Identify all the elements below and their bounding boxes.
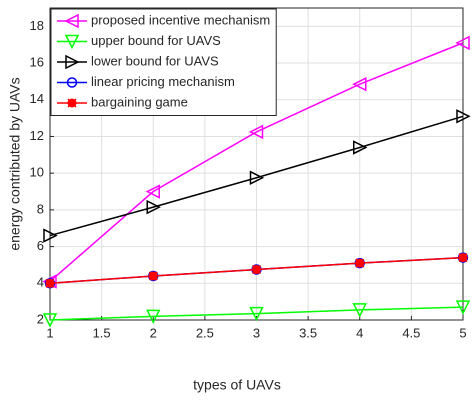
marker-cross xyxy=(355,258,365,268)
y-tick-label: 16 xyxy=(30,54,44,69)
x-tick-label: 3.5 xyxy=(299,325,317,340)
marker xyxy=(146,309,161,325)
marker-cross xyxy=(251,264,262,275)
marker xyxy=(456,109,471,124)
marker-cross xyxy=(148,271,158,281)
legend-label: linear pricing mechanism xyxy=(91,74,235,89)
series-line xyxy=(49,42,464,283)
marker xyxy=(249,170,265,185)
marker xyxy=(352,76,367,92)
marker xyxy=(355,258,365,268)
y-tick-label: 6 xyxy=(37,238,44,253)
x-tick-label: 3 xyxy=(253,325,260,340)
x-tick-label: 2 xyxy=(150,325,157,340)
legend-box xyxy=(50,8,277,116)
marker xyxy=(66,77,78,88)
y-axis-label: energy contributed by UAVs xyxy=(7,77,23,250)
marker xyxy=(67,98,77,108)
marker xyxy=(42,313,58,328)
legend: proposed incentive mechanism upper bound … xyxy=(50,8,277,116)
x-tick-label: 1.5 xyxy=(93,325,111,340)
y-tick-label: 2 xyxy=(37,311,44,326)
y-tick-label: 8 xyxy=(37,201,44,216)
marker xyxy=(353,140,368,155)
marker xyxy=(352,303,367,318)
x-tick-label: 5 xyxy=(459,325,466,340)
y-tick-label: 12 xyxy=(30,128,44,143)
legend-label: bargaining game xyxy=(91,94,188,109)
y-tick-label: 4 xyxy=(37,275,44,290)
marker xyxy=(455,35,470,51)
x-axis-label: types of UAVs xyxy=(193,377,281,393)
marker xyxy=(248,124,264,140)
x-tick-label: 2.5 xyxy=(196,325,214,340)
legend-label: proposed incentive mechanism xyxy=(91,12,270,27)
legend-label: lower bound for UAVS xyxy=(91,53,219,68)
marker-cross xyxy=(45,278,55,288)
marker-cross xyxy=(67,98,77,108)
y-tick-label: 18 xyxy=(30,18,44,33)
marker xyxy=(251,264,262,275)
series-line xyxy=(49,306,464,321)
marker xyxy=(458,253,468,263)
legend-label: upper bound for UAVS xyxy=(91,33,221,48)
y-tick-label: 14 xyxy=(30,91,44,106)
marker-cross xyxy=(458,253,468,263)
marker xyxy=(249,306,264,322)
marker xyxy=(455,300,471,315)
x-tick-label: 1 xyxy=(46,325,53,340)
x-tick-label: 4 xyxy=(356,325,363,340)
marker xyxy=(45,278,55,288)
y-tick-label: 10 xyxy=(30,165,44,180)
marker xyxy=(64,34,80,50)
x-tick-label: 4.5 xyxy=(402,325,420,340)
marker xyxy=(65,54,80,70)
series-line xyxy=(49,115,464,237)
marker xyxy=(146,199,161,215)
marker xyxy=(43,228,58,243)
marker xyxy=(148,271,158,281)
marker xyxy=(64,13,79,29)
marker xyxy=(145,184,160,199)
